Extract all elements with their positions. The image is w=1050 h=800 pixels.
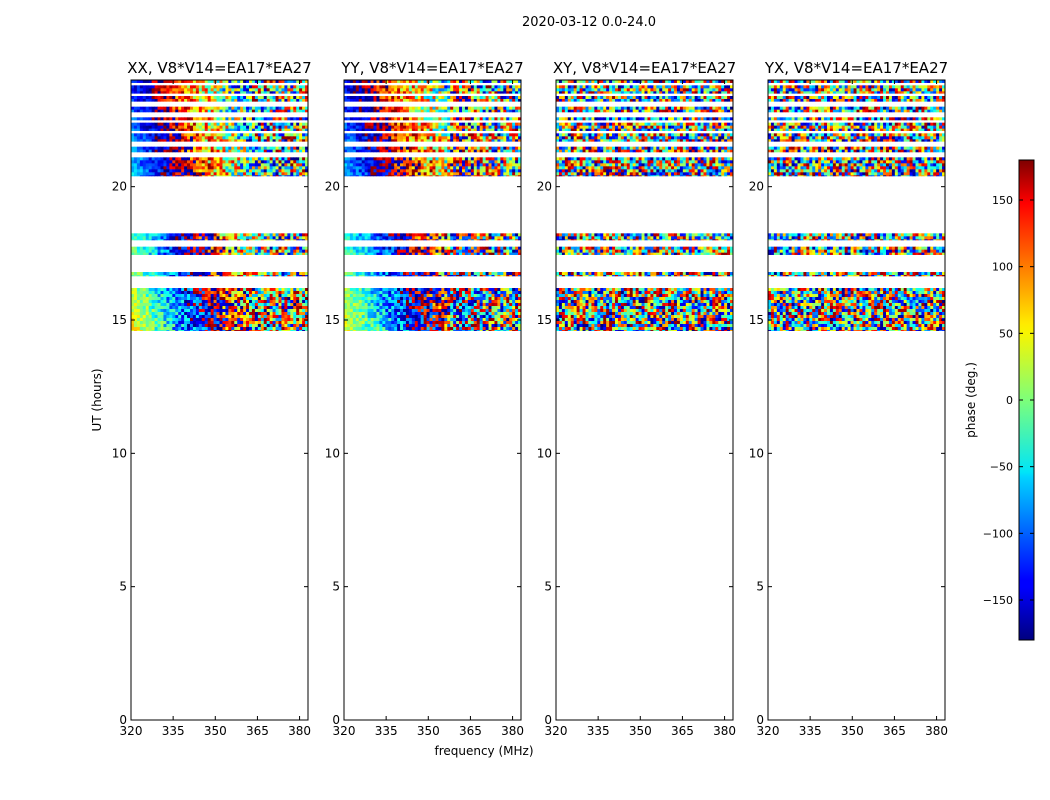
- x-tick-label: 350: [841, 724, 864, 738]
- x-tick-label: 365: [246, 724, 269, 738]
- panel-2-title: XY, V8*V14=EA17*EA27: [553, 59, 736, 77]
- x-tick-label: 380: [713, 724, 736, 738]
- panel-0-title: XX, V8*V14=EA17*EA27: [127, 59, 311, 77]
- y-tick-label: 10: [112, 446, 127, 460]
- y-tick-label: 0: [119, 713, 127, 727]
- panel-3: YX, V8*V14=EA17*EA27 320 335 350 365 380 0 5 10 1…: [749, 59, 948, 738]
- panel-0: XX, V8*V14=EA17*EA27 320 335 350 365 380 0 5 10 1…: [112, 59, 312, 738]
- colorbar-tick-label: 50: [999, 327, 1013, 340]
- y-tick-label: 20: [749, 180, 764, 194]
- y-tick-label: 10: [325, 446, 340, 460]
- x-tick-label: 365: [459, 724, 482, 738]
- panel-2: XY, V8*V14=EA17*EA27 320 335 350 365 380 0 5 10 1…: [537, 59, 736, 738]
- x-tick-label: 380: [501, 724, 524, 738]
- x-tick-label: 350: [417, 724, 440, 738]
- y-tick-label: 5: [332, 580, 340, 594]
- y-tick-label: 5: [756, 580, 764, 594]
- panel-2-heatmap: [556, 80, 733, 331]
- x-tick-label: 335: [162, 724, 185, 738]
- colorbar-tick-label: −100: [983, 527, 1013, 540]
- y-tick-label: 15: [112, 313, 127, 327]
- y-tick-label: 5: [119, 580, 127, 594]
- x-tick-label: 365: [883, 724, 906, 738]
- colorbar-ticks: 150 100 50 0 −50 −100 −150: [983, 194, 1034, 607]
- colorbar-tick-label: −50: [990, 461, 1013, 474]
- panel-3-heatmap: [768, 80, 945, 331]
- x-tick-label: 335: [587, 724, 610, 738]
- y-tick-label: 0: [544, 713, 552, 727]
- x-tick-label: 320: [545, 724, 568, 738]
- y-tick-label: 20: [537, 180, 552, 194]
- figure-suptitle: 2020-03-12 0.0-24.0: [522, 15, 656, 30]
- colorbar-tick-label: 150: [992, 194, 1013, 207]
- x-tick-label: 365: [671, 724, 694, 738]
- y-tick-label: 20: [112, 180, 127, 194]
- x-tick-label: 320: [333, 724, 356, 738]
- y-tick-label: 0: [756, 713, 764, 727]
- x-tick-label: 320: [757, 724, 780, 738]
- x-tick-label: 380: [288, 724, 311, 738]
- x-tick-label: 350: [629, 724, 652, 738]
- y-tick-label: 10: [749, 446, 764, 460]
- colorbar-label: phase (deg.): [964, 362, 978, 438]
- y-axis-label: UT (hours): [90, 368, 104, 431]
- panel-0-frame: [130, 79, 309, 721]
- y-tick-label: 5: [544, 580, 552, 594]
- panel-1-heatmap: [344, 80, 521, 331]
- y-tick-label: 15: [749, 313, 764, 327]
- panel-1-title: YY, V8*V14=EA17*EA27: [340, 59, 523, 77]
- panel-1: YY, V8*V14=EA17*EA27 320 335 350 365 380 0 5 10 1…: [325, 59, 524, 738]
- panel-3-title: YX, V8*V14=EA17*EA27: [764, 59, 948, 77]
- x-tick-label: 320: [120, 724, 143, 738]
- x-tick-label: 335: [375, 724, 398, 738]
- y-tick-label: 10: [537, 446, 552, 460]
- x-tick-label: 350: [204, 724, 227, 738]
- y-tick-label: 15: [325, 313, 340, 327]
- panel-0-heatmap: [131, 80, 308, 331]
- colorbar: 150 100 50 0 −50 −100 −150 phase (deg.): [964, 159, 1035, 641]
- x-axis-label: frequency (MHz): [434, 744, 533, 758]
- panels: XX, V8*V14=EA17*EA27 320 335 350 365 380 0 5 10 1…: [112, 59, 948, 738]
- x-tick-label: 335: [799, 724, 822, 738]
- panel-3-frame: [767, 79, 946, 721]
- colorbar-tick-label: 100: [992, 261, 1013, 274]
- y-tick-label: 20: [325, 180, 340, 194]
- colorbar-tick-label: 0: [1006, 394, 1013, 407]
- colorbar-tick-label: −150: [983, 594, 1013, 607]
- panel-1-frame: [343, 79, 522, 721]
- y-tick-label: 0: [332, 713, 340, 727]
- y-tick-label: 15: [537, 313, 552, 327]
- panel-2-frame: [555, 79, 734, 721]
- x-tick-label: 380: [925, 724, 948, 738]
